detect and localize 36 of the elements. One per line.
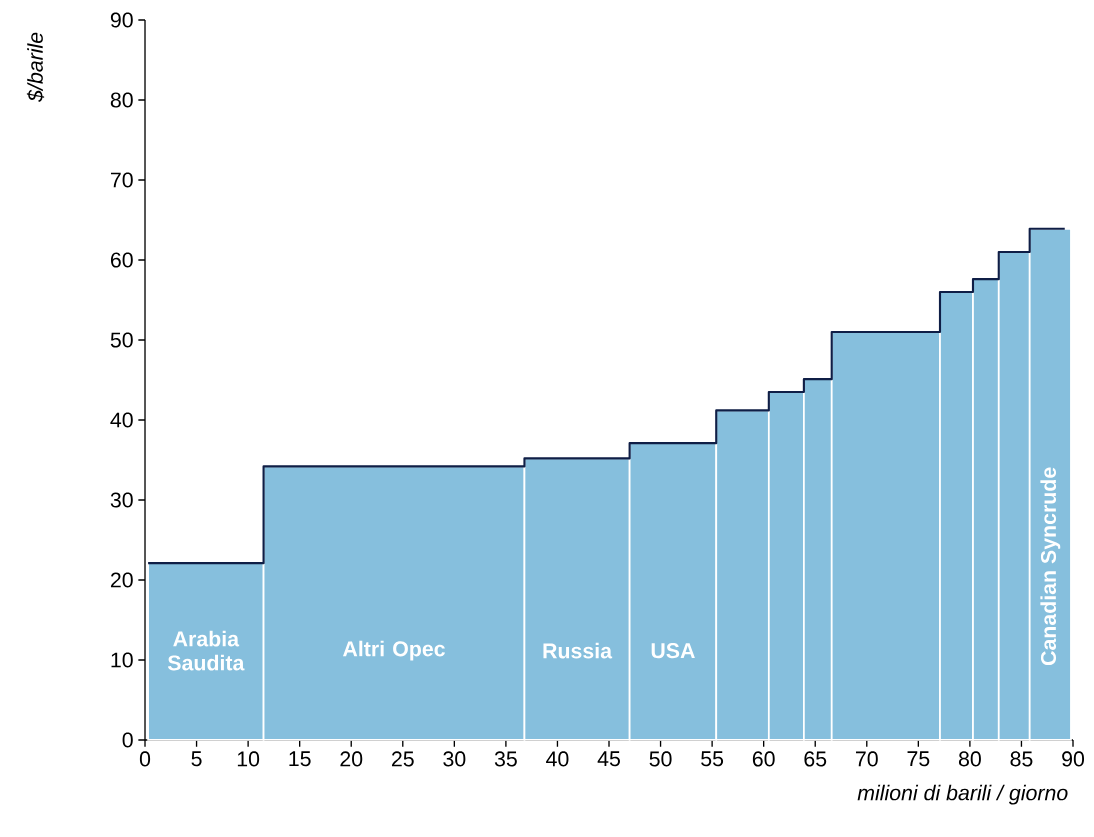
x-tick-label: 45 bbox=[597, 751, 620, 767]
x-axis-title: milioni di barili / giorno bbox=[857, 784, 1068, 805]
x-tick-label: 5 bbox=[191, 751, 202, 767]
y-tick-label: 40 bbox=[110, 412, 133, 428]
x-tick-label: 15 bbox=[289, 751, 311, 767]
x-tick-label: 20 bbox=[340, 751, 363, 767]
y-axis-title: $/barile bbox=[26, 32, 45, 102]
x-tick-label: 90 bbox=[1062, 751, 1085, 767]
data-label: Altri Opec bbox=[342, 640, 445, 661]
x-tick-label: 35 bbox=[494, 751, 517, 767]
y-tick-label: 50 bbox=[110, 332, 133, 348]
data-label: Canadian Syncrude bbox=[1040, 467, 1061, 666]
x-tick-label: 50 bbox=[649, 751, 672, 767]
data-label: Arabia Saudita bbox=[167, 630, 245, 671]
y-tick-label: 30 bbox=[110, 492, 133, 508]
x-tick-label: 55 bbox=[701, 751, 724, 767]
y-tick-label: 70 bbox=[110, 172, 133, 188]
x-tick-label: 0 bbox=[139, 751, 151, 767]
x-tick-label: 60 bbox=[752, 751, 775, 767]
y-tick-label: 60 bbox=[110, 252, 133, 268]
x-tick-label: 65 bbox=[804, 751, 827, 767]
y-tick-label: 0 bbox=[122, 732, 133, 748]
x-tick-label: 80 bbox=[958, 751, 981, 767]
y-tick-label: 80 bbox=[110, 92, 133, 108]
y-tick-label: 20 bbox=[110, 572, 133, 588]
x-tick-label: 10 bbox=[237, 751, 260, 767]
x-tick-label: 85 bbox=[1010, 751, 1033, 767]
x-tick-label: 75 bbox=[907, 751, 930, 767]
data-label: Russia bbox=[543, 642, 613, 659]
y-tick-label: 10 bbox=[111, 652, 133, 668]
y-tick-label: 90 bbox=[110, 12, 133, 28]
x-tick-label: 25 bbox=[391, 751, 414, 767]
x-tick-label: 30 bbox=[443, 751, 466, 767]
data-label: USA bbox=[651, 643, 695, 659]
x-tick-label: 40 bbox=[546, 751, 569, 767]
x-tick-label: 70 bbox=[856, 751, 878, 767]
